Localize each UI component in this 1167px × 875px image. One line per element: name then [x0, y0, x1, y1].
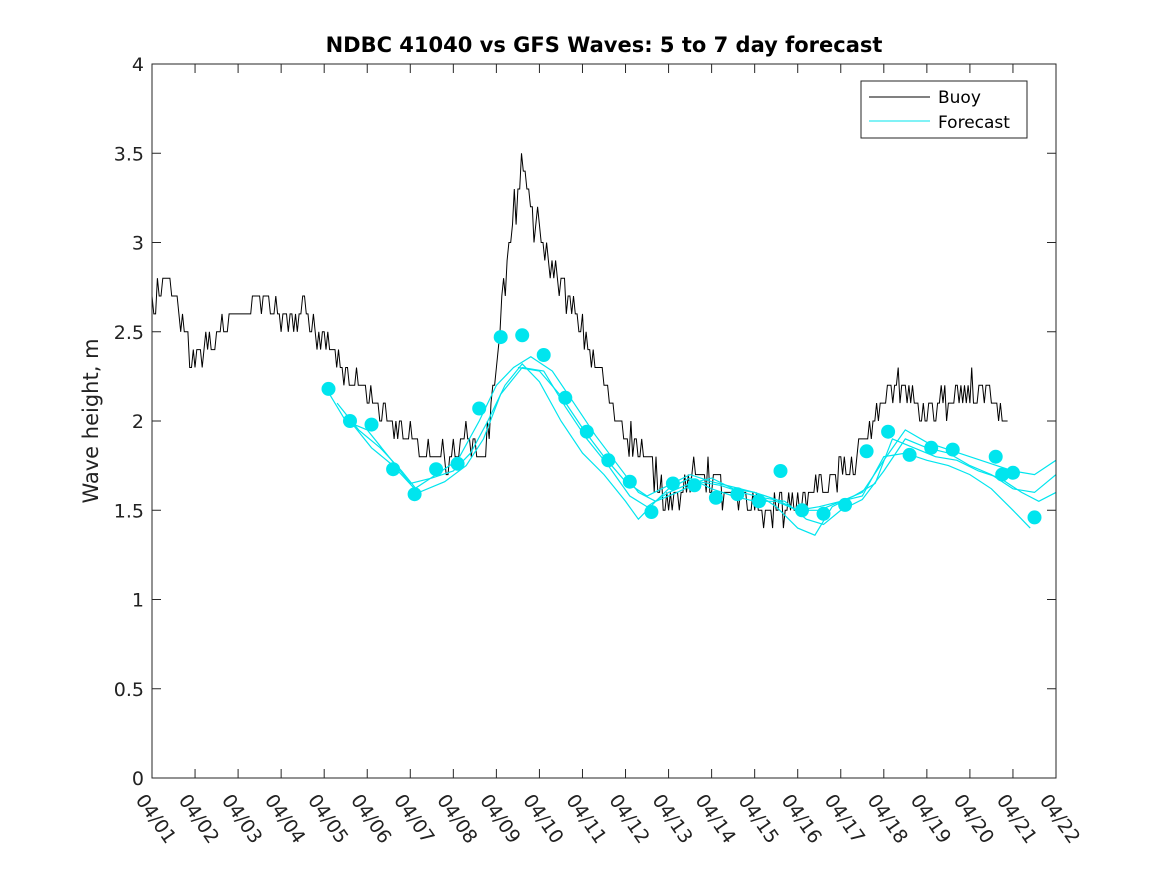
- forecast-marker: [945, 442, 960, 457]
- forecast-marker: [995, 467, 1010, 482]
- buoy-series-line: [152, 153, 1008, 529]
- y-axis-label: Wave height, m: [79, 338, 103, 503]
- forecast-marker: [536, 348, 551, 362]
- legend-box: [860, 80, 1028, 139]
- forecast-marker: [644, 505, 659, 519]
- forecast-marker: [752, 494, 766, 509]
- legend: Buoy Forecast: [860, 80, 1028, 139]
- forecast-marker: [1006, 465, 1020, 480]
- y-tick-label: 0: [132, 768, 144, 790]
- forecast-marker: [515, 328, 530, 343]
- forecast-marker: [708, 490, 723, 505]
- forecast-marker: [881, 424, 896, 439]
- forecast-marker: [795, 503, 809, 518]
- forecast-marker: [343, 414, 357, 428]
- legend-entry-buoy: Buoy: [938, 88, 981, 108]
- y-tick-label: 2.5: [114, 322, 144, 344]
- forecast-marker: [429, 462, 444, 477]
- y-tick-label: 2: [132, 411, 144, 433]
- forecast-marker: [364, 417, 379, 432]
- forecast-marker: [773, 464, 788, 478]
- plot-area: [152, 64, 1056, 778]
- y-tick-label: 4: [132, 54, 144, 76]
- forecast-marker: [838, 497, 853, 512]
- y-tick-label: 1.5: [114, 500, 144, 522]
- forecast-marker: [730, 487, 745, 502]
- forecast-marker: [493, 330, 508, 345]
- chart-title: NDBC 41040 vs GFS Waves: 5 to 7 day fore…: [326, 33, 883, 57]
- forecast-marker: [859, 444, 874, 459]
- y-tick-label: 0.5: [114, 679, 144, 701]
- forecast-marker: [450, 456, 465, 471]
- forecast-marker: [386, 462, 401, 477]
- forecast-marker: [988, 449, 1003, 464]
- y-tick-label: 3.5: [114, 143, 144, 165]
- forecast-marker: [687, 478, 702, 493]
- y-tick-label: 1: [132, 590, 144, 612]
- forecast-marker: [1027, 510, 1042, 525]
- legend-entry-forecast: Forecast: [938, 113, 1010, 133]
- forecast-marker: [579, 424, 594, 439]
- forecast-marker: [816, 506, 831, 521]
- y-tick-label: 3: [132, 233, 144, 255]
- forecast-marker: [902, 447, 917, 462]
- forecast-marker: [472, 401, 487, 416]
- forecast-marker: [558, 390, 573, 405]
- forecast-marker: [924, 440, 939, 455]
- forecast-marker: [407, 487, 422, 502]
- forecast-marker: [321, 381, 336, 396]
- forecast-marker: [665, 476, 680, 491]
- forecast-marker: [622, 474, 637, 489]
- forecast-marker: [601, 453, 616, 468]
